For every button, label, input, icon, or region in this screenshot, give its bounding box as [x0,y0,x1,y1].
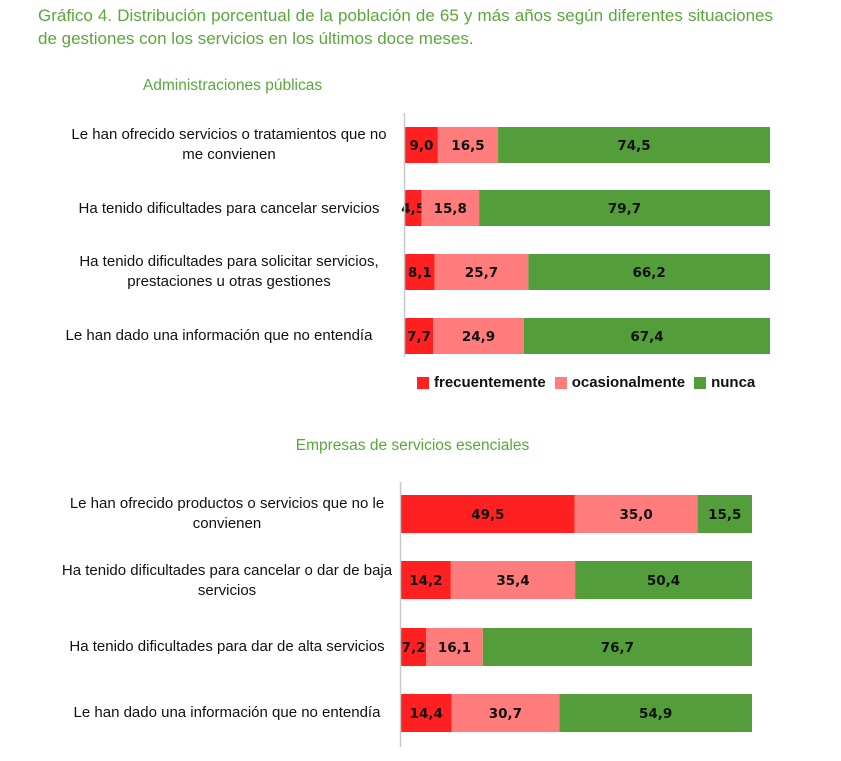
chart-2-category-label: Ha tenido dificultades para cancelar o d… [61,562,393,599]
chart-2-bar-frecuentemente [401,495,575,533]
chart-1-bar-nunca [523,318,770,354]
chart-1-bar-nunca [479,190,770,226]
chart-1-bar-frecuentemente [405,318,434,354]
chart-2-bar-frecuentemente [401,694,452,732]
chart-2-data-label-ocasionalmente: 30,7 [489,706,522,722]
figure-title: Gráfico 4. Distribución porcentual de la… [38,6,773,48]
chart-1-category-label: Ha tenido dificultades para cancelar ser… [78,200,380,217]
chart-2-data-label-frecuentemente: 14,4 [410,706,443,722]
chart-1-legend: frecuentemente ocasionalmente nunca [417,374,764,391]
chart-1-bar-ocasionalmente [434,254,529,290]
legend-swatch-frecuentemente [417,376,429,389]
chart-1-data-label-ocasionalmente: 25,7 [465,265,498,281]
chart-1-data-label-frecuentemente: 9,0 [409,138,433,154]
chart-2-bar-frecuentemente [401,628,427,666]
chart-1-bar-nunca [528,254,770,290]
chart-2-bar-nunca [575,561,752,599]
chart-1-category-label: Le han dado una información que no enten… [65,327,373,344]
chart-2-bar-frecuentemente [401,561,451,599]
chart-2-data-label-nunca: 76,7 [601,640,634,656]
chart-1-category-label: Le han ofrecido servicios o tratamientos… [71,126,387,163]
chart-1-bar-frecuentemente [405,254,435,290]
chart-2-data-label-ocasionalmente: 35,4 [496,573,529,589]
chart-1-bar-nunca [498,127,770,163]
legend-label: frecuentemente [434,374,546,391]
chart-2-data-label-nunca: 50,4 [647,573,680,589]
legend-item-nunca: nunca [694,374,755,391]
legend-item-frecuentemente: frecuentemente [417,374,546,391]
legend-item-ocasionalmente: ocasionalmente [554,374,686,391]
chart-1-data-label-ocasionalmente: 24,9 [462,329,495,345]
chart-2-bar-nunca [482,628,752,666]
chart-1-data-label-ocasionalmente: 15,8 [434,201,467,217]
chart-1-bar-frecuentemente [405,127,438,163]
legend-label: nunca [711,374,756,391]
legend-swatch-nunca [694,376,707,389]
legend-swatch-ocasionalmente [554,376,567,389]
chart-1-title: Administraciones públicas [142,77,323,94]
chart-2-bar-nunca [697,495,752,533]
chart-2-data-label-ocasionalmente: 35,0 [620,507,653,523]
chart-2-category-label: Le han dado una información que no enten… [73,704,381,721]
chart-2-bar-nunca [559,694,752,732]
chart-2-bar-ocasionalmente [574,495,698,533]
chart-2-bar-ocasionalmente [451,694,560,732]
chart-2-data-label-frecuentemente: 14,2 [409,573,442,589]
chart-1-data-label-frecuentemente: 7,7 [407,329,431,345]
chart-2-data-label-frecuentemente: 7,2 [402,640,426,656]
chart-1-data-label-nunca: 66,2 [633,265,666,281]
chart-1-data-label-frecuentemente: 8,1 [408,265,432,281]
legend-label: ocasionalmente [571,374,686,391]
chart-2-data-label-nunca: 15,5 [708,507,741,523]
chart-1-bar-ocasionalmente [433,318,524,354]
chart-1-data-label-nunca: 67,4 [630,329,663,345]
chart-2-title: Empresas de servicios esenciales [295,437,530,454]
chart-2-data-label-ocasionalmente: 16,1 [438,640,471,656]
chart-2-bar-ocasionalmente [426,628,483,666]
chart-2-category-label: Ha tenido dificultades para dar de alta … [69,638,385,655]
chart-1-bar-ocasionalmente [421,190,480,226]
chart-1-category-label: Ha tenido dificultades para solicitar se… [79,253,379,290]
chart-2-data-label-frecuentemente: 49,5 [471,507,504,523]
chart-2-category-label: Le han ofrecido productos o servicios qu… [69,495,385,532]
chart-1-bar-frecuentemente [405,190,422,226]
chart-2-data-label-nunca: 54,9 [639,706,672,722]
chart-2-bar-ocasionalmente [450,561,576,599]
chart-1-data-label-ocasionalmente: 16,5 [451,138,484,154]
chart-1-bar-ocasionalmente [437,127,499,163]
chart-1-data-label-nunca: 74,5 [617,138,650,154]
chart-1-data-label-nunca: 79,7 [608,201,641,217]
chart-1-data-label-frecuentemente: 4,5 [401,201,425,217]
